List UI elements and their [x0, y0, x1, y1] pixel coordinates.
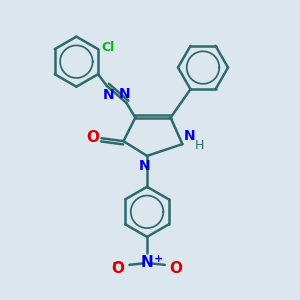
Text: −: −	[112, 255, 123, 269]
Text: N: N	[141, 254, 153, 269]
Text: O: O	[86, 130, 99, 145]
Text: +: +	[154, 254, 163, 264]
Text: N: N	[139, 159, 151, 173]
Text: H: H	[195, 139, 204, 152]
Text: N: N	[184, 129, 196, 142]
Text: O: O	[170, 261, 183, 276]
Text: N: N	[103, 88, 114, 102]
Text: Cl: Cl	[102, 41, 115, 54]
Text: O: O	[111, 261, 124, 276]
Text: N: N	[119, 86, 131, 100]
